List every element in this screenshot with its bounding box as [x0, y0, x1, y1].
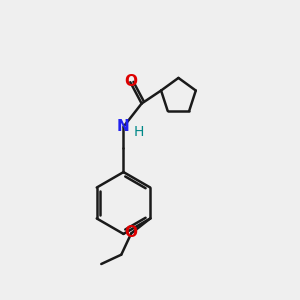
Text: O: O	[124, 225, 137, 240]
Text: O: O	[124, 74, 137, 88]
Text: N: N	[117, 119, 130, 134]
Text: H: H	[134, 125, 144, 139]
